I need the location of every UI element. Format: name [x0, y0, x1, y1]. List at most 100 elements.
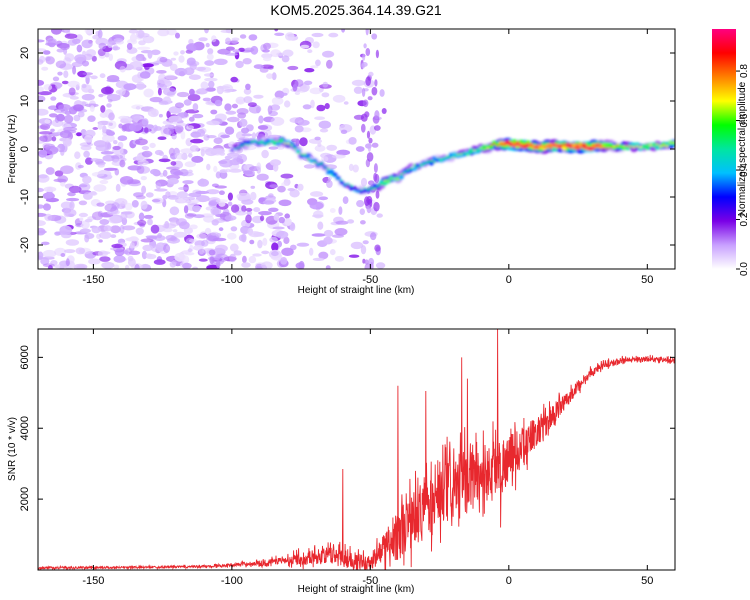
noise-blob: [42, 249, 57, 258]
noise-blob: [64, 33, 78, 39]
noise-blob: [154, 126, 162, 131]
noise-blob: [38, 204, 45, 209]
noise-blob: [297, 183, 304, 191]
ridge-peak: [636, 145, 639, 148]
noise-blob: [108, 215, 122, 224]
ridge-peak: [297, 151, 300, 154]
spectrogram-x-label: Height of straight line (km): [298, 285, 415, 296]
noise-blob: [157, 78, 171, 85]
noise-blob: [241, 199, 254, 205]
noise-blob: [204, 29, 209, 34]
ridge-peak: [343, 183, 347, 186]
ridge-core: [292, 144, 298, 150]
noise-blob: [311, 214, 324, 218]
snr-x-axis: -150 -100 -50 0 50: [82, 329, 653, 587]
noise-blob: [124, 211, 135, 219]
noise-blob: [166, 29, 177, 36]
snr-x-label: Height of straight line (km): [298, 584, 415, 595]
noise-blob: [99, 73, 106, 79]
noise-blob: [41, 66, 49, 71]
ridge-peak: [483, 148, 486, 151]
x-tick-label: -100: [221, 274, 243, 286]
noise-blob: [186, 213, 197, 217]
x-tick-label: -50: [362, 575, 378, 587]
noise-blob: [328, 32, 339, 38]
noise-blob: [135, 138, 148, 146]
noise-blob: [134, 264, 140, 269]
noise-blob: [236, 192, 251, 201]
ridge-peak: [287, 142, 290, 145]
noise-blob: [114, 248, 125, 257]
noise-blob: [38, 59, 44, 65]
noise-blob: [215, 199, 228, 203]
ridge-peak: [386, 179, 390, 182]
noise-blob: [269, 184, 279, 189]
noise-blob: [203, 73, 215, 77]
noise-blob: [123, 83, 137, 91]
ridge-peak: [523, 146, 526, 149]
ridge-peak: [539, 144, 543, 147]
noise-blob: [91, 226, 101, 234]
noise-blob: [186, 43, 199, 52]
ridge-peak: [353, 189, 357, 192]
noise-blob: [57, 71, 63, 76]
noise-blob: [274, 29, 279, 32]
noise-blob: [149, 142, 156, 149]
noise-blob: [362, 240, 369, 245]
noise-blob: [273, 213, 280, 221]
noise-blob: [238, 47, 246, 52]
noise-blob: [83, 53, 93, 61]
ridge-peak: [400, 173, 403, 176]
noise-blob: [282, 49, 294, 57]
ridge-peak: [420, 163, 423, 167]
noise-blob: [97, 250, 108, 257]
noise-blob: [263, 42, 271, 50]
noise-blob: [98, 42, 107, 50]
noise-blob: [44, 119, 51, 124]
ridge-peak: [642, 145, 646, 148]
noise-blob: [323, 236, 333, 245]
noise-blob: [47, 266, 54, 269]
noise-blob: [188, 116, 195, 122]
noise-blob: [365, 48, 371, 56]
noise-blob: [271, 251, 279, 257]
noise-blob: [276, 230, 289, 239]
noise-blob: [242, 255, 247, 263]
noise-blob: [129, 33, 137, 43]
noise-blob: [142, 244, 154, 252]
ridge-peak: [250, 140, 254, 143]
noise-blob: [241, 233, 247, 243]
noise-blob: [278, 199, 292, 207]
colorbar-tick-label: 0.0: [739, 262, 750, 276]
noise-blob: [368, 71, 374, 77]
noise-blob: [95, 144, 109, 152]
ridge-peak: [383, 179, 387, 182]
noise-blob: [183, 99, 192, 106]
noise-blob: [118, 123, 123, 129]
snr-y-label: SNR (10 * v/v): [7, 417, 18, 481]
noise-blob: [258, 115, 264, 124]
noise-blob: [89, 105, 95, 112]
noise-blob: [225, 110, 237, 115]
noise-blob: [67, 192, 76, 197]
noise-blob: [366, 152, 374, 162]
noise-blob: [85, 157, 93, 165]
noise-blob: [189, 145, 199, 152]
noise-blob: [177, 197, 190, 204]
ridge-core: [634, 142, 640, 148]
noise-blob: [256, 162, 262, 171]
ridge-peak: [336, 177, 340, 181]
noise-blob: [374, 79, 378, 87]
y-tick-label: 6000: [19, 345, 31, 369]
ridge-core: [581, 143, 587, 148]
noise-blob: [45, 167, 55, 175]
noise-blob: [330, 249, 336, 256]
noise-blob: [180, 50, 185, 55]
ridge-peak: [233, 147, 237, 150]
noise-blob: [38, 220, 46, 227]
noise-blob: [141, 63, 154, 68]
ridge-peak: [503, 143, 506, 146]
noise-blob: [198, 258, 208, 262]
noise-blob: [80, 220, 90, 229]
noise-blob: [154, 149, 164, 156]
